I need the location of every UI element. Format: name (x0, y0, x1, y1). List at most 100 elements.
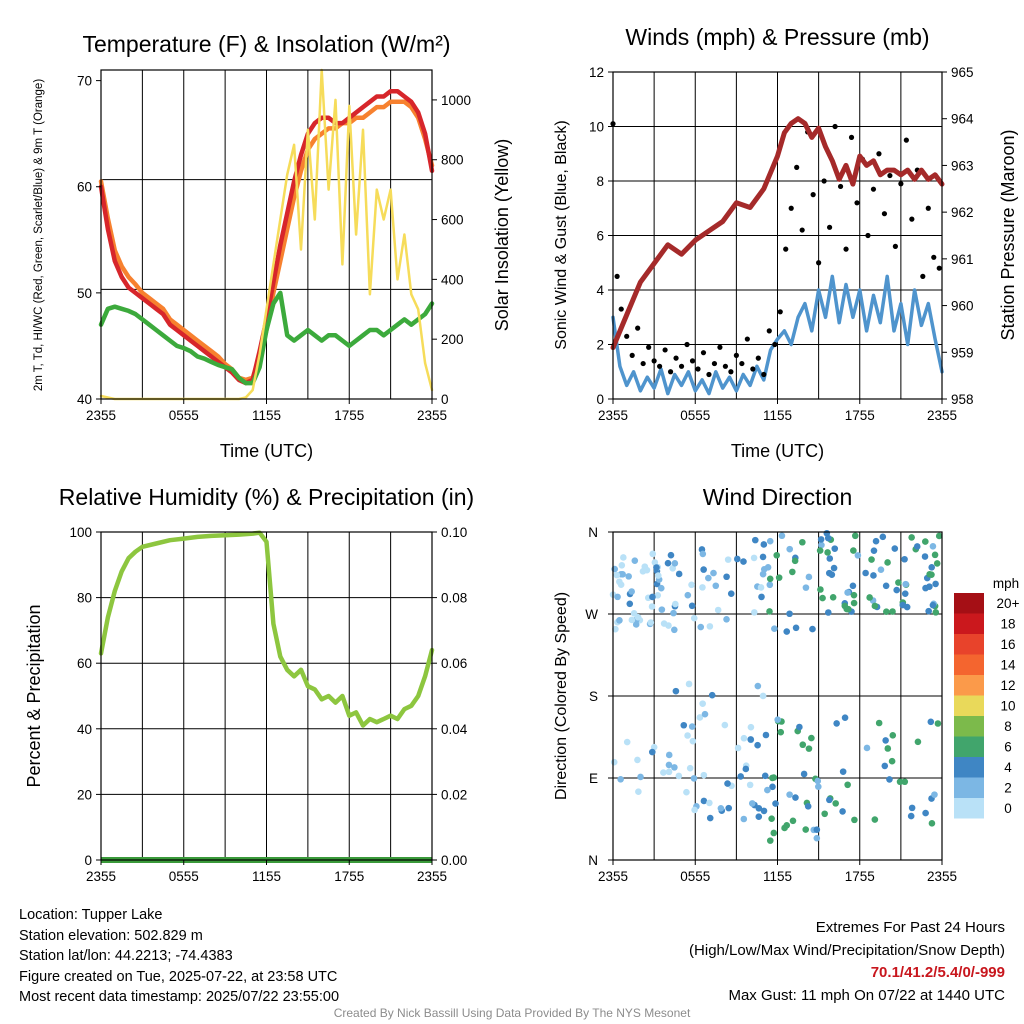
colorbar-label: 20+ (997, 596, 1020, 611)
direction-point (637, 773, 644, 781)
direction-point (907, 812, 915, 820)
colorbar-swatch (954, 613, 984, 634)
direction-point (654, 572, 662, 579)
direction-point (766, 537, 774, 545)
y-tick-label-right: 200 (441, 332, 464, 347)
series-line-2m-t (98, 88, 435, 386)
direction-point (826, 796, 833, 804)
chart-title: Relative Humidity (%) & Precipitation (i… (59, 484, 474, 510)
colorbar-label: 16 (1000, 637, 1015, 652)
direction-point (813, 826, 821, 834)
direction-point (760, 541, 768, 548)
direction-point (914, 738, 922, 746)
direction-point (724, 780, 731, 787)
direction-point (871, 816, 879, 823)
gust-point (755, 355, 761, 361)
colorbar-swatch (954, 736, 984, 757)
colorbar-swatch (954, 757, 984, 778)
gust-point (826, 224, 833, 230)
direction-point (649, 593, 656, 601)
gust-point (651, 358, 657, 364)
direction-point (901, 778, 909, 786)
gust-point (673, 355, 679, 361)
direction-point (686, 764, 694, 772)
humidity-panel: Relative Humidity (%) & Precipitation (i… (24, 484, 474, 884)
direction-point (697, 623, 705, 631)
gust-point (931, 254, 937, 260)
y-tick-label-right: 961 (951, 252, 974, 267)
direction-point (672, 600, 679, 608)
direction-point (762, 731, 770, 739)
direction-point (886, 776, 893, 783)
direction-point (696, 714, 704, 721)
direction-point (672, 687, 680, 695)
direction-point (769, 774, 776, 782)
direction-point (612, 625, 619, 633)
direction-point (616, 617, 623, 624)
direction-point (748, 800, 756, 807)
gust-point (881, 211, 888, 217)
gust-point (766, 328, 772, 334)
x-axis-label: Time (UTC) (220, 441, 313, 461)
direction-point (684, 591, 692, 599)
gust-point (788, 205, 794, 211)
direction-point (764, 786, 771, 794)
y-tick-label-right: 964 (951, 112, 974, 127)
gust-point (832, 123, 838, 130)
gust-point (876, 151, 882, 157)
direction-point (759, 692, 767, 700)
direction-point (783, 628, 791, 635)
y-tick-label: 8 (596, 174, 604, 189)
gust-point (772, 341, 778, 348)
direction-point (635, 788, 642, 795)
direction-point (699, 550, 707, 558)
direction-point (750, 554, 758, 562)
direction-point (781, 824, 788, 832)
direction-point (647, 619, 655, 626)
y-tick-label: 80 (77, 591, 92, 606)
y-tick-label-right: 800 (441, 153, 464, 168)
direction-point (929, 601, 937, 609)
direction-point (927, 718, 935, 726)
x-tick-label: 1755 (334, 869, 364, 884)
direction-point (849, 582, 857, 590)
direction-point (670, 609, 677, 617)
direction-point (825, 609, 832, 616)
direction-point (804, 803, 812, 810)
direction-point (690, 614, 698, 622)
direction-point (611, 565, 618, 573)
gust-point (700, 350, 707, 356)
direction-point (872, 537, 880, 545)
direction-point (706, 814, 714, 822)
x-tick-label: 2355 (927, 408, 957, 423)
elevation-text: Station elevation: 502.829 m (19, 927, 203, 944)
x-tick-label: 2355 (598, 869, 628, 884)
direction-point (634, 756, 641, 764)
colorbar-label: 4 (1004, 760, 1012, 775)
gust-point (739, 360, 745, 367)
direction-point (871, 602, 879, 610)
direction-point (766, 581, 774, 589)
x-tick-label: 1155 (763, 408, 792, 423)
series-line-station-pressure (610, 116, 945, 351)
direction-point (740, 815, 748, 823)
gust-point (837, 183, 844, 190)
direction-point (870, 547, 878, 554)
y-tick-label: 40 (77, 722, 92, 737)
direction-point (821, 810, 828, 818)
direction-point (755, 813, 763, 821)
gust-point (898, 181, 904, 187)
y-axis-label-right: Solar Insolation (Yellow) (492, 139, 512, 331)
x-tick-label: 0555 (169, 408, 199, 423)
gust-point (618, 306, 624, 312)
direction-point (628, 588, 635, 595)
y-tick-label-right: 963 (951, 158, 974, 173)
direction-point (683, 788, 690, 796)
direction-point (689, 737, 697, 745)
y-tick-label: 50 (77, 286, 92, 301)
direction-point (931, 551, 939, 559)
direction-point (766, 575, 774, 583)
gust-point (854, 200, 860, 206)
direction-point (932, 580, 939, 588)
y-tick-label: W (585, 607, 598, 622)
